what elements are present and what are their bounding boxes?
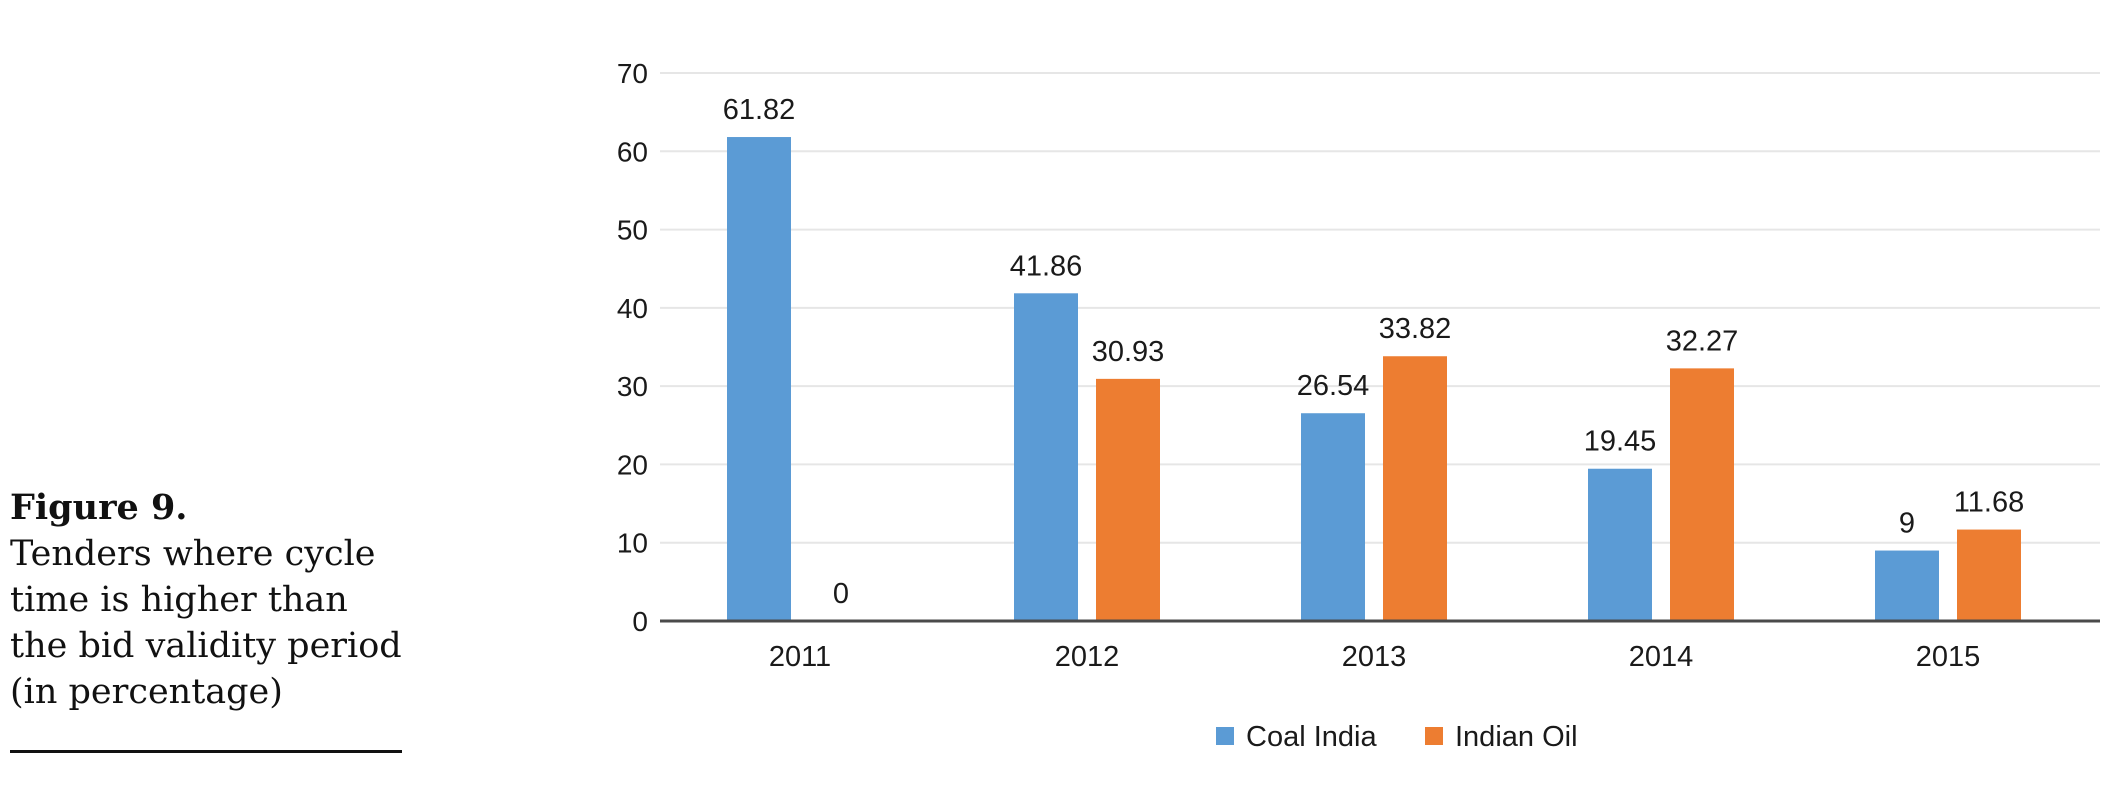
bars — [727, 137, 2021, 621]
y-axis-tick-labels: 0 10 20 30 40 50 60 70 — [617, 58, 648, 637]
legend-label: Indian Oil — [1455, 721, 1578, 753]
y-tick-label: 60 — [617, 136, 648, 167]
data-label: 26.54 — [1297, 370, 1370, 402]
figure-caption-text: Tenders where cycle time is higher than … — [10, 534, 402, 712]
bar — [727, 137, 791, 621]
x-tick-label: 2011 — [769, 641, 831, 673]
y-tick-label: 10 — [617, 528, 648, 559]
legend-label: Coal India — [1246, 721, 1377, 753]
legend-swatch — [1216, 727, 1234, 745]
bar — [1096, 378, 1160, 621]
x-tick-label: 2015 — [1916, 641, 1981, 673]
x-tick-label: 2013 — [1342, 641, 1407, 673]
bar — [1875, 550, 1939, 621]
data-label: 30.93 — [1092, 336, 1165, 368]
data-label: 0 — [833, 578, 849, 610]
data-label: 61.82 — [723, 94, 796, 126]
y-tick-label: 30 — [617, 371, 648, 402]
data-label: 9 — [1899, 508, 1915, 540]
data-label: 41.86 — [1010, 250, 1083, 282]
bar — [1957, 529, 2021, 621]
bar — [1014, 293, 1078, 621]
figure-label: Figure 9. — [10, 487, 188, 528]
legend-swatch — [1425, 727, 1443, 745]
y-tick-label: 0 — [632, 606, 648, 637]
data-label: 19.45 — [1584, 426, 1657, 458]
figure-caption: Figure 9. Tenders where cycle time is hi… — [10, 485, 405, 715]
x-axis-tick-labels: 2011 2012 2013 2014 2015 — [769, 641, 1980, 673]
y-tick-label: 40 — [617, 293, 648, 324]
bar — [1301, 413, 1365, 621]
data-label: 32.27 — [1666, 325, 1739, 357]
data-label: 33.82 — [1379, 313, 1452, 345]
gridlines — [660, 72, 2100, 544]
caption-divider — [10, 750, 402, 753]
data-label: 11.68 — [1954, 487, 2024, 519]
bar — [1670, 368, 1734, 621]
bar — [1383, 356, 1447, 621]
y-tick-label: 50 — [617, 215, 648, 246]
x-tick-label: 2014 — [1629, 641, 1694, 673]
data-labels: 61.82 41.86 26.54 19.45 9 0 30.93 33.82 32.27 11.… — [723, 94, 2025, 610]
bar — [1588, 468, 1652, 621]
y-tick-label: 20 — [617, 449, 648, 480]
x-tick-label: 2012 — [1055, 641, 1120, 673]
y-tick-label: 70 — [617, 58, 648, 89]
legend: Coal India Indian Oil — [1216, 721, 1578, 753]
